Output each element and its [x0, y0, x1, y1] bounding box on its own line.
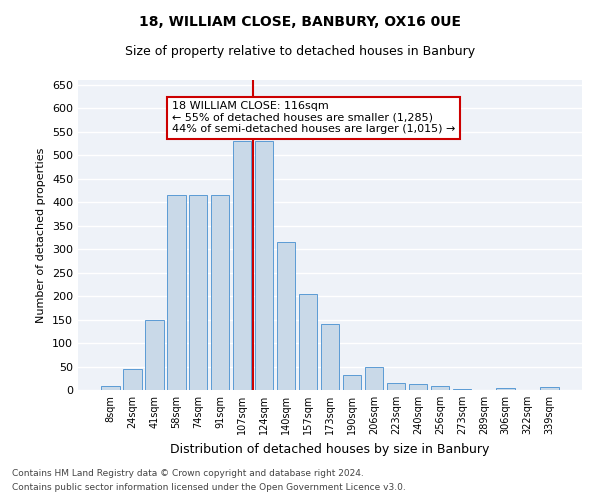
Bar [343, 374, 361, 390]
X-axis label: Distribution of detached houses by size in Banbury: Distribution of detached houses by size … [170, 442, 490, 456]
Bar [409, 384, 427, 390]
Text: Size of property relative to detached houses in Banbury: Size of property relative to detached ho… [125, 45, 475, 58]
Bar [496, 388, 515, 390]
Y-axis label: Number of detached properties: Number of detached properties [37, 148, 46, 322]
Bar [386, 384, 405, 390]
Bar [255, 141, 274, 390]
Bar [299, 294, 317, 390]
Bar [123, 369, 142, 390]
Text: Contains public sector information licensed under the Open Government Licence v3: Contains public sector information licen… [12, 484, 406, 492]
Bar [277, 242, 295, 390]
Bar [233, 141, 251, 390]
Bar [211, 195, 229, 390]
Bar [189, 195, 208, 390]
Bar [167, 195, 185, 390]
Text: Contains HM Land Registry data © Crown copyright and database right 2024.: Contains HM Land Registry data © Crown c… [12, 468, 364, 477]
Bar [101, 386, 119, 390]
Bar [541, 387, 559, 390]
Text: 18 WILLIAM CLOSE: 116sqm
← 55% of detached houses are smaller (1,285)
44% of sem: 18 WILLIAM CLOSE: 116sqm ← 55% of detach… [172, 101, 455, 134]
Bar [320, 324, 340, 390]
Bar [145, 320, 164, 390]
Bar [431, 386, 449, 390]
Text: 18, WILLIAM CLOSE, BANBURY, OX16 0UE: 18, WILLIAM CLOSE, BANBURY, OX16 0UE [139, 15, 461, 29]
Bar [452, 388, 471, 390]
Bar [365, 368, 383, 390]
